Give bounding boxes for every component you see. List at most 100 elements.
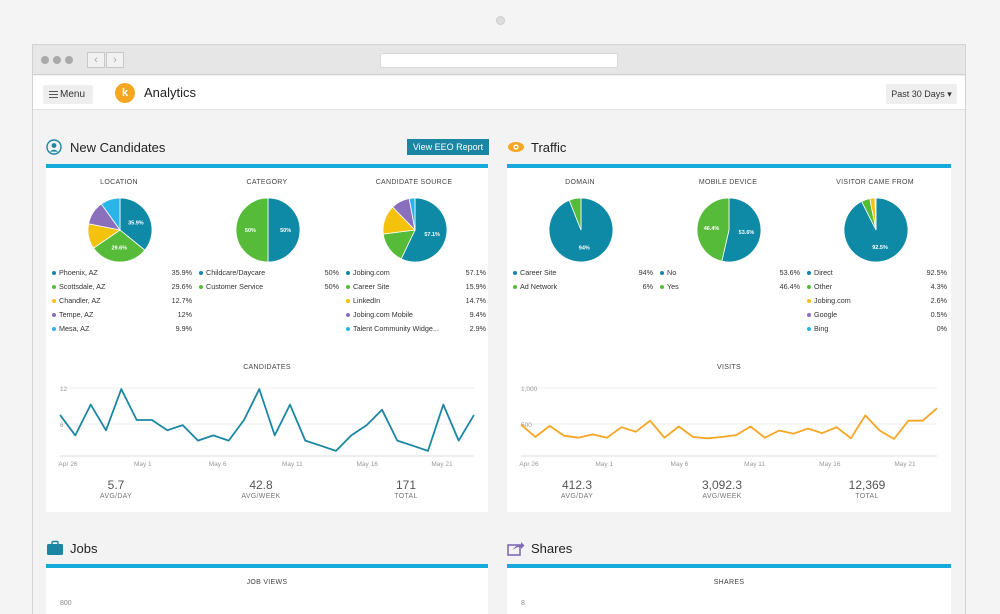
x-tick-label: May 6 [209, 461, 227, 468]
menu-button[interactable]: Menu [43, 85, 93, 104]
legend-item: Ad Network 6% [513, 280, 653, 294]
legend-item: Scottsdale, AZ 29.6% [52, 280, 192, 294]
pie-slice [696, 197, 730, 262]
series-line [520, 407, 938, 440]
stat-caption: TOTAL [855, 493, 879, 500]
pie-slice [93, 229, 146, 263]
pie-slice-label: 92.5% [872, 245, 888, 251]
legend-item: Phoenix, AZ 35.9% [52, 266, 192, 280]
mobile-device-title: MOBILE DEVICE [698, 179, 758, 186]
x-tick-label: May 16 [357, 461, 379, 468]
share-icon [507, 542, 525, 556]
series-line [59, 388, 475, 452]
legend-item: Jobing.com Mobile 9.4% [346, 308, 486, 322]
legend-label: Scottsdale, AZ [59, 282, 106, 291]
legend-dot-icon [52, 271, 56, 275]
legend-dot-icon [346, 299, 350, 303]
shares-heading: Shares [507, 538, 707, 560]
candidates-avg-week: 42.8 AVG/WEEK [211, 478, 311, 500]
legend-item: Jobing.com 2.6% [807, 294, 947, 308]
traffic-heading: Traffic [507, 137, 707, 159]
location-title: LOCATION [100, 179, 138, 186]
legend-value: 35.9% [171, 268, 192, 277]
pie-slice-label: 94% [579, 245, 590, 251]
stat-caption: AVG/WEEK [702, 493, 742, 500]
category-legend: Childcare/Daycare 50% Customer Service 50% [199, 266, 339, 294]
y-tick-label: 500 [521, 422, 532, 429]
x-tick-label: May 21 [894, 461, 916, 468]
traffic-heading-label: Traffic [531, 140, 567, 155]
legend-item: No 53.6% [660, 266, 800, 280]
jobs-heading-label: Jobs [70, 541, 98, 556]
back-arrow-icon[interactable]: ‹ [87, 52, 105, 68]
legend-value: 12.7% [171, 296, 192, 305]
pie-slice-label: 53.6% [739, 230, 755, 236]
window-maximize-dot[interactable] [65, 56, 73, 64]
legend-label: Tempe, AZ [59, 310, 94, 319]
browser-window: ‹ › Menu k Analytics Past 30 Days ▾ New … [32, 44, 966, 614]
location-pie-chart: 35.9% 29.6% [87, 197, 153, 263]
legend-label: Other [814, 282, 832, 291]
stat-value: 12,369 [848, 478, 886, 492]
legend-dot-icon [199, 271, 203, 275]
legend-item: Talent Community Widge... 2.9% [346, 322, 486, 336]
legend-item: Career Site 94% [513, 266, 653, 280]
legend-item: Jobing.com 57.1% [346, 266, 486, 280]
legend-label: Jobing.com [814, 296, 851, 305]
window-minimize-dot[interactable] [53, 56, 61, 64]
x-tick-label: May 11 [282, 461, 303, 468]
legend-dot-icon [346, 271, 350, 275]
jobs-panel: JOB VIEWS 800 [46, 564, 488, 614]
view-eeo-report-button[interactable]: View EEO Report [407, 139, 489, 155]
legend-label: Phoenix, AZ [59, 268, 98, 277]
pie-slice [874, 197, 877, 231]
visits-chart-title: VISITS [717, 364, 741, 371]
jobs-heading: Jobs [46, 538, 246, 560]
legend-value: 50% [324, 282, 339, 291]
date-range-dropdown[interactable]: Past 30 Days ▾ [886, 84, 957, 104]
app-logo: k [115, 83, 135, 103]
window-close-dot[interactable] [41, 56, 49, 64]
stat-caption: AVG/DAY [560, 493, 594, 500]
chevron-down-icon: ▾ [944, 89, 952, 99]
x-tick-label: May 11 [744, 461, 765, 468]
forward-arrow-icon[interactable]: › [106, 52, 124, 68]
legend-value: 50% [324, 268, 339, 277]
stat-value: 3,092.3 [701, 478, 743, 492]
visitor-source-title: VISITOR CAME FROM [836, 179, 914, 186]
legend-item: Direct 92.5% [807, 266, 947, 280]
legend-dot-icon [807, 327, 811, 331]
domain-pie-chart: 94% [548, 197, 614, 263]
legend-dot-icon [346, 285, 350, 289]
shares-panel: SHARES 8 [507, 564, 951, 614]
app-header: Menu k Analytics Past 30 Days ▾ [33, 76, 965, 110]
candidates-heading: New Candidates [46, 137, 246, 159]
job-views-chart-title: JOB VIEWS [246, 579, 288, 586]
visits-total: 12,369 TOTAL [817, 478, 917, 500]
legend-value: 12% [177, 310, 192, 319]
legend-dot-icon [807, 313, 811, 317]
pie-slice-label: 46.4% [704, 226, 720, 232]
candidates-line-chart: 12 6 Apr 26 May 1 May 6 May 11 May 16 May 21 [58, 386, 475, 468]
visitor-pie-chart: 92.5% [843, 197, 909, 263]
hamburger-icon [49, 90, 58, 98]
address-bar[interactable] [380, 53, 618, 68]
legend-value: 9.4% [469, 310, 486, 319]
browser-toolbar: ‹ › [33, 45, 965, 75]
source-pie-chart: 57.1% [382, 197, 448, 263]
legend-label: Mesa, AZ [59, 324, 90, 333]
x-tick-label: Apr 26 [58, 461, 78, 468]
legend-dot-icon [513, 285, 517, 289]
pie-slice [235, 197, 269, 263]
pie-slice-label: 35.9% [128, 220, 144, 226]
device-camera [496, 16, 505, 25]
pie-slice-label: 29.6% [111, 246, 127, 252]
briefcase-icon [47, 540, 63, 555]
y-tick-label: 12 [60, 386, 68, 393]
stat-caption: AVG/DAY [99, 493, 133, 500]
source-legend: Jobing.com 57.1% Career Site 15.9% LinkedIn 1… [346, 266, 486, 336]
domain-legend: Career Site 94% Ad Network 6% [513, 266, 653, 294]
legend-value: 2.9% [469, 324, 486, 333]
legend-dot-icon [52, 313, 56, 317]
candidates-avg-day: 5.7 AVG/DAY [66, 478, 166, 500]
